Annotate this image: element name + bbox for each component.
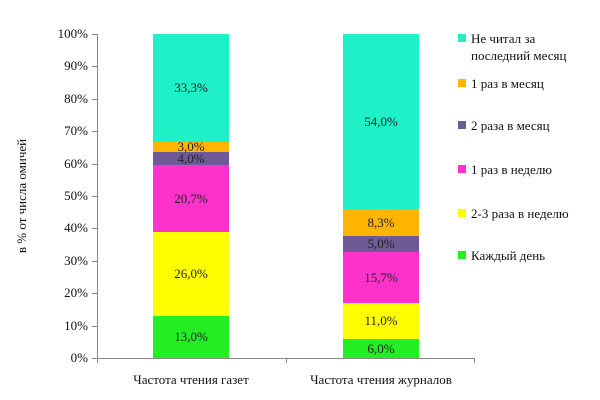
data-label: 20,7% (174, 190, 208, 206)
data-label: 5,0% (367, 236, 395, 252)
legend-swatch-icon (458, 209, 466, 217)
y-tick-mark (92, 293, 97, 295)
legend-label: Не читал за последний месяц (471, 31, 567, 63)
y-tick-label: 30% (64, 252, 88, 268)
legend-item: Каждый день (458, 247, 598, 264)
legend-item: Не читал за последний месяц (458, 30, 598, 64)
y-tick-label: 0% (70, 350, 88, 365)
data-label: 26,0% (174, 266, 208, 282)
bar-segment: 54,0% (343, 34, 419, 209)
y-tick-mark (92, 196, 97, 197)
bar-segment: 8,3% (343, 208, 419, 236)
x-axis-tick (286, 358, 287, 363)
bar-magazines: 6,0% 11,0% 15,7% 5,0% 8,3% 54,0% (343, 34, 419, 358)
y-tick-mark (92, 228, 97, 230)
bar-segment: 6,0% (343, 338, 419, 358)
data-label: 13,0% (174, 329, 208, 345)
legend-item: 2 раза в месяц (458, 117, 598, 134)
y-tick-label: 50% (64, 188, 88, 203)
y-tick-label: 60% (64, 155, 88, 171)
y-tick-label: 70% (64, 123, 88, 139)
y-tick-mark (92, 163, 97, 165)
legend-swatch-icon (458, 251, 466, 259)
y-axis-line (97, 34, 98, 359)
legend-item: 1 раз в месяц (458, 75, 598, 92)
y-tick-mark (92, 34, 97, 35)
data-label: 6,0% (367, 340, 395, 356)
legend-label: Каждый день (471, 248, 546, 263)
x-category-label: Частота чтения журналов (310, 372, 452, 387)
data-label: 4,0% (177, 150, 205, 166)
x-axis-tick (97, 358, 98, 363)
y-tick-label: 20% (64, 285, 88, 301)
bar-segment: 20,7% (153, 164, 229, 232)
y-tick-mark (92, 98, 97, 100)
legend-swatch-icon (458, 165, 466, 173)
legend-label: 1 раз в неделю (471, 162, 552, 177)
legend-swatch-icon (458, 79, 466, 87)
bar-segment: 13,0% (153, 315, 229, 358)
y-tick-label: 40% (64, 220, 88, 236)
data-label: 3,0% (177, 139, 205, 155)
x-axis-tick (474, 358, 475, 363)
y-tick-label: 90% (64, 58, 88, 74)
legend-swatch-icon (458, 34, 466, 42)
legend-label: 2-3 раза в неделю (471, 206, 569, 221)
legend-item: 2-3 раза в неделю (458, 205, 598, 222)
legend-swatch-icon (458, 121, 466, 129)
bar-segment: 15,7% (343, 252, 419, 303)
bar-segment: 33,3% (153, 34, 229, 142)
y-tick-label: 100% (57, 26, 88, 41)
legend-label: 1 раз в месяц (471, 76, 544, 91)
y-tick-label: 10% (64, 317, 88, 333)
bar-segment: 5,0% (343, 235, 419, 253)
data-label: 54,0% (364, 113, 398, 129)
data-label: 33,3% (174, 80, 208, 96)
x-category-label: Частота чтения газет (133, 372, 249, 387)
data-label: 15,7% (364, 269, 398, 285)
bar-segment: 11,0% (343, 302, 419, 339)
legend-item: 1 раз в неделю (458, 161, 598, 178)
y-tick-mark (92, 260, 97, 262)
y-tick-mark (92, 131, 97, 133)
bar-newspapers: 13,0% 26,0% 20,7% 4,0% 3,0% 33,3% (153, 34, 229, 358)
y-tick-mark (92, 358, 97, 359)
y-tick-label: 80% (64, 90, 88, 106)
legend-label: 2 раза в месяц (471, 118, 550, 133)
data-label: 8,3% (367, 214, 395, 230)
y-axis-label: в % от числа омичей (14, 138, 29, 254)
bar-segment: 4,0% (153, 152, 229, 165)
y-tick-mark (92, 325, 97, 327)
bar-segment: 26,0% (153, 231, 229, 316)
y-tick-mark (92, 66, 97, 68)
data-label: 11,0% (364, 313, 398, 329)
bar-segment: 3,0% (153, 139, 229, 155)
